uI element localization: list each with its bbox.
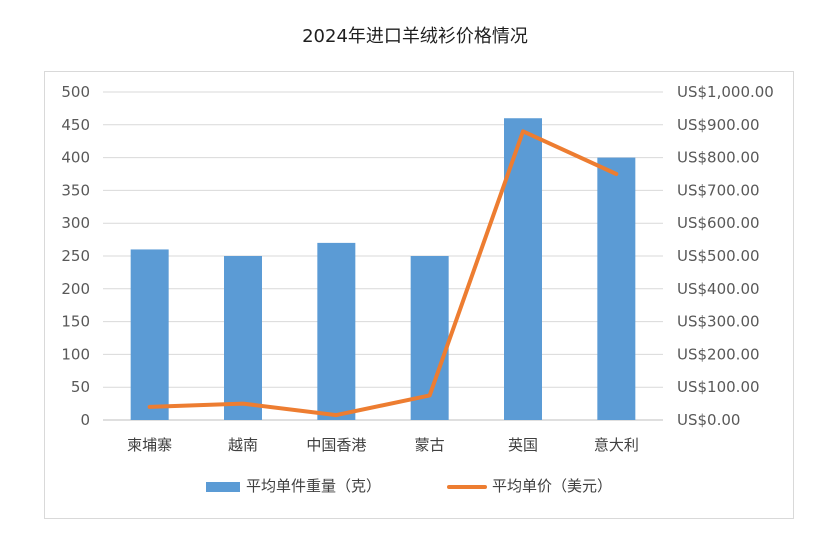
y-right-tick-label: US$0.00 <box>677 411 740 429</box>
legend: 平均单件重量（克） 平均单价（美元） <box>206 477 612 495</box>
chart-title: 2024年进口羊绒衫价格情况 <box>302 26 528 47</box>
y-left-tick-label: 200 <box>61 280 90 298</box>
y-right-tick-label: US$200.00 <box>677 345 760 363</box>
y-right-tick-label: US$400.00 <box>677 280 760 298</box>
y-right-tick-label: US$300.00 <box>677 313 760 331</box>
y-left-tick-label: 100 <box>61 345 90 363</box>
bar <box>130 249 169 420</box>
x-axis: 柬埔寨 越南 中国香港 蒙古 英国 意大利 <box>127 436 639 454</box>
y-left-tick-label: 350 <box>61 181 90 199</box>
y-right-tick-label: US$600.00 <box>677 214 760 232</box>
y-axis-right: US$0.00 US$100.00 US$200.00 US$300.00 US$400… <box>677 83 774 429</box>
y-right-tick-label: US$900.00 <box>677 116 760 134</box>
bar <box>317 242 356 420</box>
y-left-tick-label: 500 <box>61 83 90 101</box>
gridlines <box>103 91 663 421</box>
y-left-tick-label: 0 <box>80 411 90 429</box>
y-left-tick-label: 150 <box>61 313 90 331</box>
bar-series <box>130 118 636 421</box>
y-right-tick-label: US$700.00 <box>677 181 760 199</box>
price-line <box>147 129 619 418</box>
y-left-tick-label: 50 <box>71 378 90 396</box>
chart-frame <box>44 71 794 519</box>
legend-label-line: 平均单价（美元） <box>492 477 612 495</box>
line-series <box>147 129 619 418</box>
bar <box>597 157 636 420</box>
y-left-tick-label: 400 <box>61 149 90 167</box>
legend-label-bar: 平均单件重量（克） <box>246 477 381 495</box>
x-category-label: 英国 <box>508 436 538 454</box>
y-right-tick-label: US$500.00 <box>677 247 760 265</box>
y-right-tick-label: US$800.00 <box>677 149 760 167</box>
y-left-tick-label: 250 <box>61 247 90 265</box>
y-axis-left: 0 50 100 150 200 250 300 350 400 450 500 <box>61 83 90 429</box>
x-category-label: 意大利 <box>594 436 639 454</box>
y-left-tick-label: 300 <box>61 214 90 232</box>
x-category-label: 柬埔寨 <box>127 436 172 454</box>
x-category-label: 蒙古 <box>415 436 445 454</box>
y-left-tick-label: 450 <box>61 116 90 134</box>
bar <box>224 256 262 420</box>
legend-swatch-bar <box>206 482 240 492</box>
x-category-label: 越南 <box>228 436 258 454</box>
x-category-label: 中国香港 <box>306 436 366 454</box>
y-right-tick-label: US$100.00 <box>677 378 760 396</box>
y-right-tick-label: US$1,000.00 <box>677 83 774 101</box>
